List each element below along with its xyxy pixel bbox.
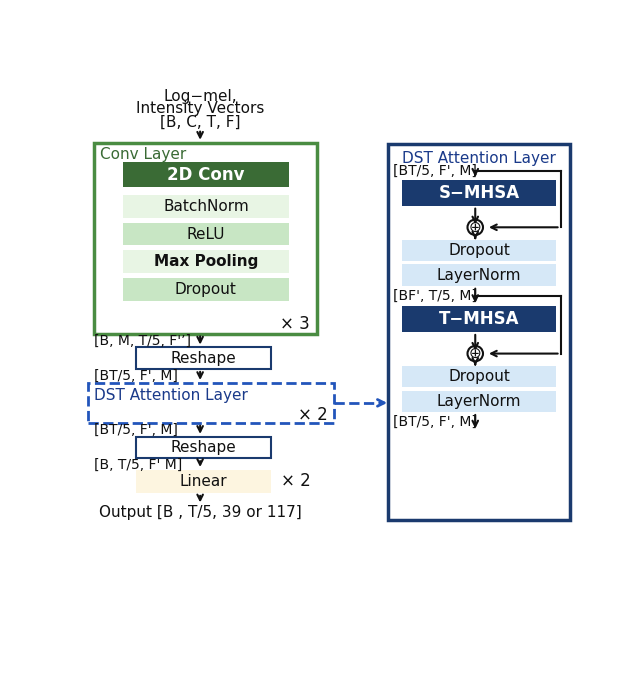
Bar	[123, 250, 289, 273]
Text: Dropout: Dropout	[175, 282, 237, 297]
Bar	[388, 144, 570, 520]
Text: Linear: Linear	[180, 474, 227, 489]
Text: Reshape: Reshape	[171, 351, 237, 366]
Text: Output [B , T/5, 39 or 117]: Output [B , T/5, 39 or 117]	[99, 506, 301, 520]
Text: BatchNorm: BatchNorm	[163, 199, 249, 214]
Bar	[88, 383, 334, 423]
Text: Conv Layer: Conv Layer	[100, 147, 186, 163]
Bar	[123, 223, 289, 245]
Text: [BT/5, F', M]: [BT/5, F', M]	[94, 369, 178, 383]
Text: [B, T/5, F' M]: [B, T/5, F' M]	[94, 458, 182, 471]
Text: [B, C, T, F]: [B, C, T, F]	[160, 115, 241, 130]
Bar	[88, 383, 334, 423]
Text: DST Attention Layer: DST Attention Layer	[402, 151, 556, 165]
Bar	[94, 142, 317, 333]
Text: S−MHSA: S−MHSA	[438, 184, 520, 202]
Bar	[403, 264, 556, 286]
Text: Dropout: Dropout	[448, 243, 510, 258]
Text: ReLU: ReLU	[187, 227, 225, 242]
Text: LayerNorm: LayerNorm	[437, 267, 522, 283]
Text: ⊕: ⊕	[469, 346, 482, 361]
Circle shape	[467, 219, 483, 235]
Bar	[123, 195, 289, 218]
Text: DST Attention Layer: DST Attention Layer	[94, 387, 248, 403]
Bar	[123, 162, 289, 187]
Text: [BF', T/5, M]: [BF', T/5, M]	[393, 289, 477, 303]
Bar	[403, 391, 556, 412]
Text: [B, M, T/5, F'’]: [B, M, T/5, F'’]	[94, 333, 191, 348]
Bar	[403, 240, 556, 261]
Text: Log−mel,: Log−mel,	[163, 88, 237, 104]
Bar	[403, 366, 556, 387]
Bar	[403, 306, 556, 332]
Text: [BT/5, F', M]: [BT/5, F', M]	[393, 164, 477, 178]
Bar	[136, 437, 271, 458]
Text: [BT/5, F', M]: [BT/5, F', M]	[94, 423, 178, 437]
Text: × 2: × 2	[298, 406, 328, 424]
Text: × 3: × 3	[280, 315, 309, 333]
Bar	[88, 383, 334, 423]
Text: [BT/5, F', M]: [BT/5, F', M]	[393, 415, 477, 429]
Text: Max Pooling: Max Pooling	[154, 254, 258, 269]
Bar	[123, 278, 289, 301]
Text: T−MHSA: T−MHSA	[439, 310, 520, 328]
Bar	[136, 348, 271, 369]
Circle shape	[467, 346, 483, 361]
Bar	[136, 470, 271, 493]
Text: Dropout: Dropout	[448, 369, 510, 384]
Bar	[403, 180, 556, 206]
Text: ⊕: ⊕	[469, 220, 482, 235]
Text: 2D Conv: 2D Conv	[167, 165, 244, 184]
Text: LayerNorm: LayerNorm	[437, 394, 522, 409]
Text: × 2: × 2	[281, 472, 310, 491]
Text: Reshape: Reshape	[171, 440, 237, 455]
Text: Intensity Vectors: Intensity Vectors	[136, 101, 264, 116]
